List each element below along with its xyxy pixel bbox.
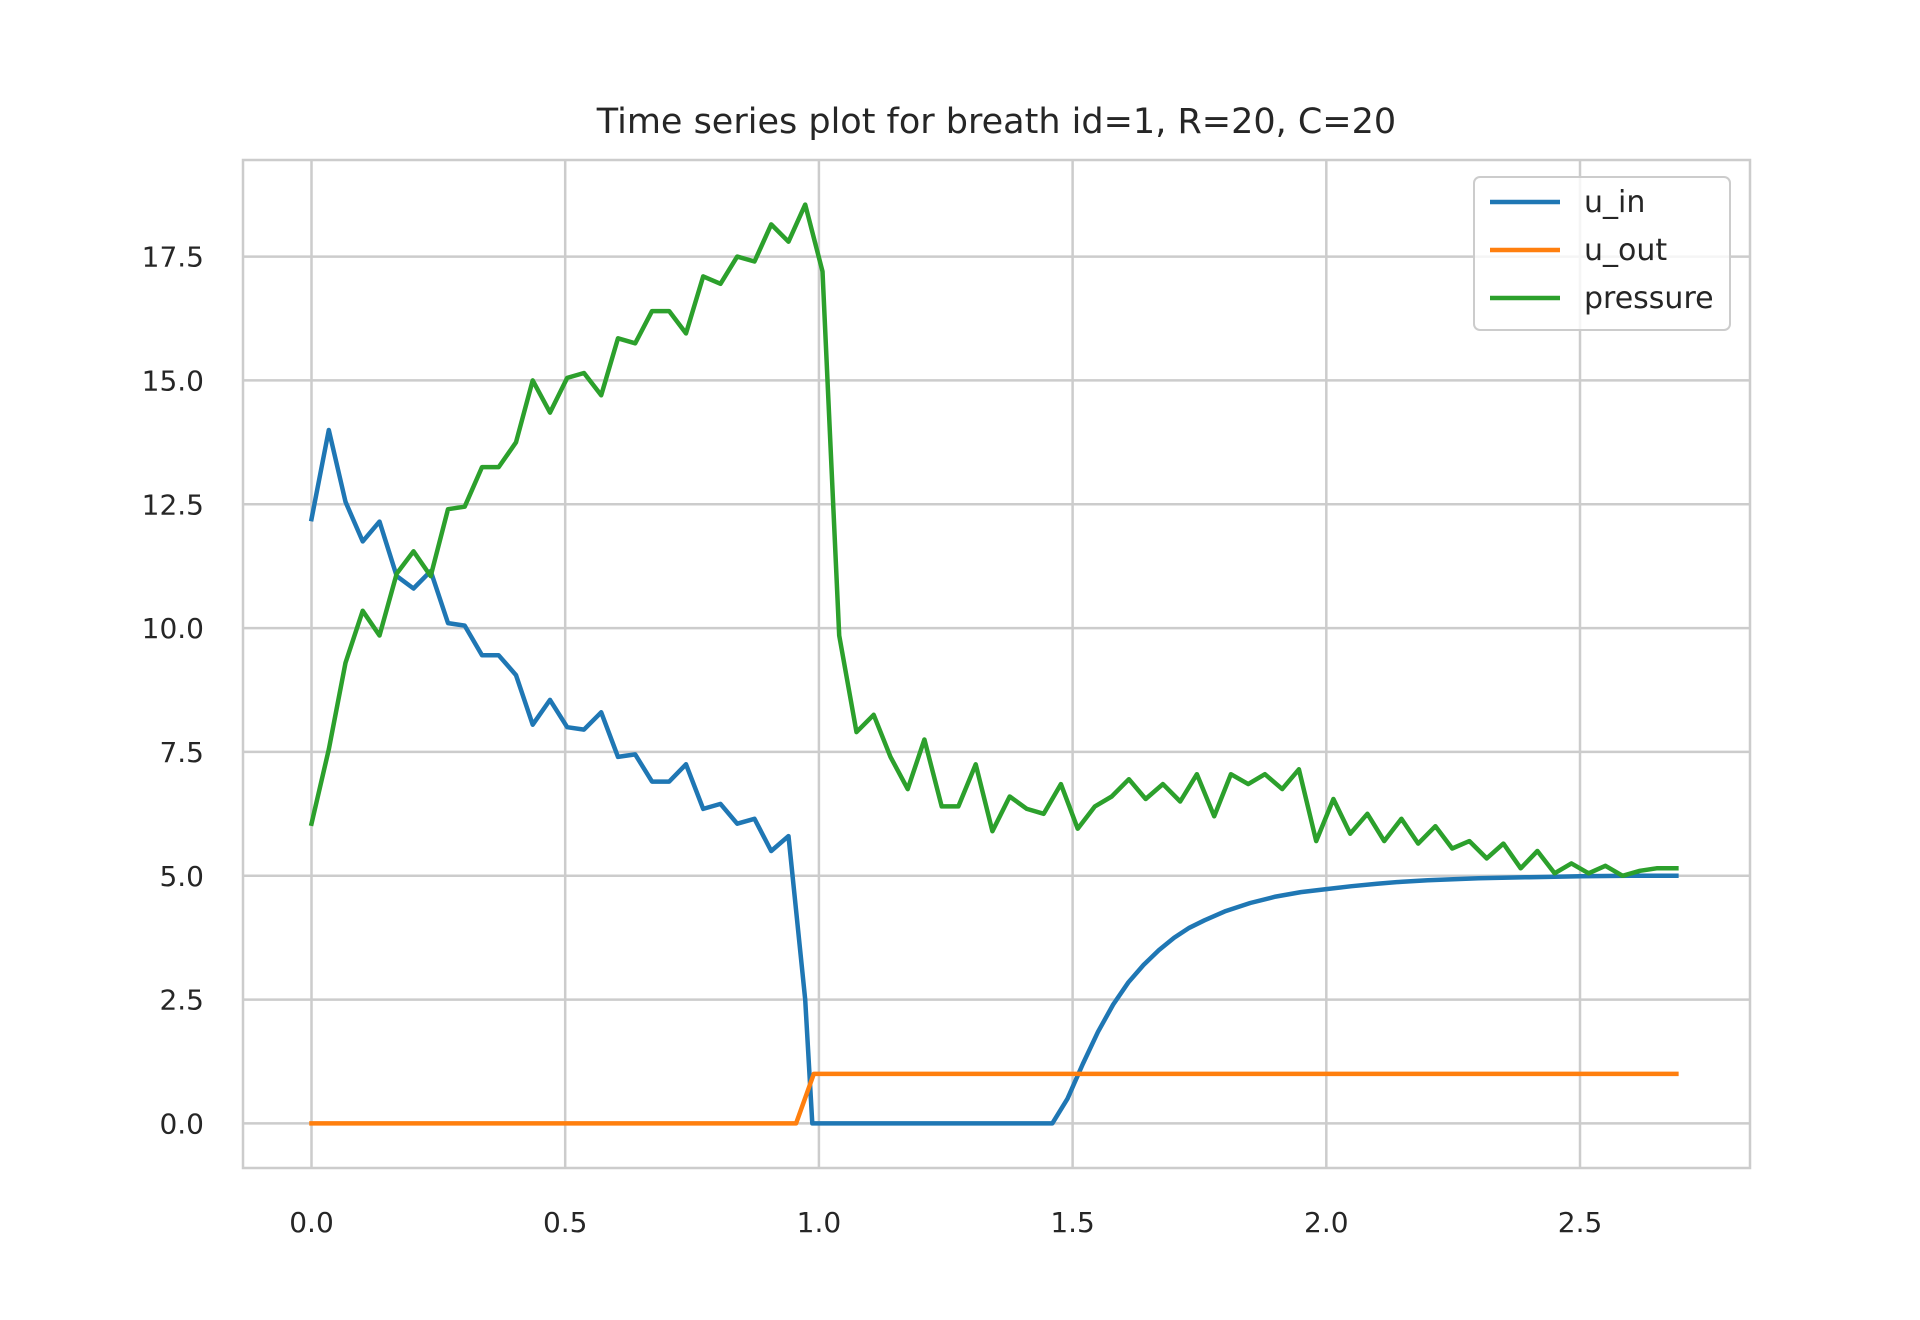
plot-area-frame bbox=[241, 158, 1752, 1170]
x-tick-label: 0.0 bbox=[289, 1206, 334, 1239]
y-tick-label: 15.0 bbox=[142, 364, 204, 397]
series-line-u-out bbox=[309, 1071, 1679, 1126]
x-tick-label: 1.5 bbox=[1050, 1206, 1095, 1239]
x-tick-label: 2.0 bbox=[1304, 1206, 1349, 1239]
chart-title: Time series plot for breath id=1, R=20, … bbox=[596, 102, 1396, 142]
x-tick-label: 2.5 bbox=[1558, 1206, 1603, 1239]
y-tick-label: 0.0 bbox=[159, 1107, 204, 1140]
series-line-u-in bbox=[308, 427, 1679, 1126]
legend-label-pressure: pressure bbox=[1584, 281, 1714, 316]
y-tick-label: 12.5 bbox=[142, 488, 204, 521]
series-layer bbox=[308, 202, 1679, 1126]
y-tick-label: 17.5 bbox=[142, 241, 204, 274]
y-tick-label: 10.0 bbox=[142, 612, 204, 645]
x-tick-label: 1.0 bbox=[797, 1206, 842, 1239]
grid-lines bbox=[243, 160, 1750, 1168]
series-line-pressure bbox=[308, 202, 1679, 879]
x-axis-ticks: 0.0 0.5 1.0 1.5 2.0 2.5 bbox=[289, 1206, 1602, 1239]
legend-label-u-in: u_in bbox=[1584, 185, 1645, 220]
y-tick-label: 7.5 bbox=[159, 736, 204, 769]
y-tick-label: 5.0 bbox=[159, 860, 204, 893]
y-tick-label: 2.5 bbox=[159, 984, 204, 1017]
y-axis-ticks: 0.0 2.5 5.0 7.5 10.0 12.5 15.0 17.5 bbox=[142, 241, 204, 1141]
legend-box bbox=[1473, 176, 1731, 331]
legend: u_in u_out pressure bbox=[1473, 176, 1731, 331]
x-tick-label: 0.5 bbox=[543, 1206, 588, 1239]
legend-label-u-out: u_out bbox=[1584, 233, 1667, 268]
